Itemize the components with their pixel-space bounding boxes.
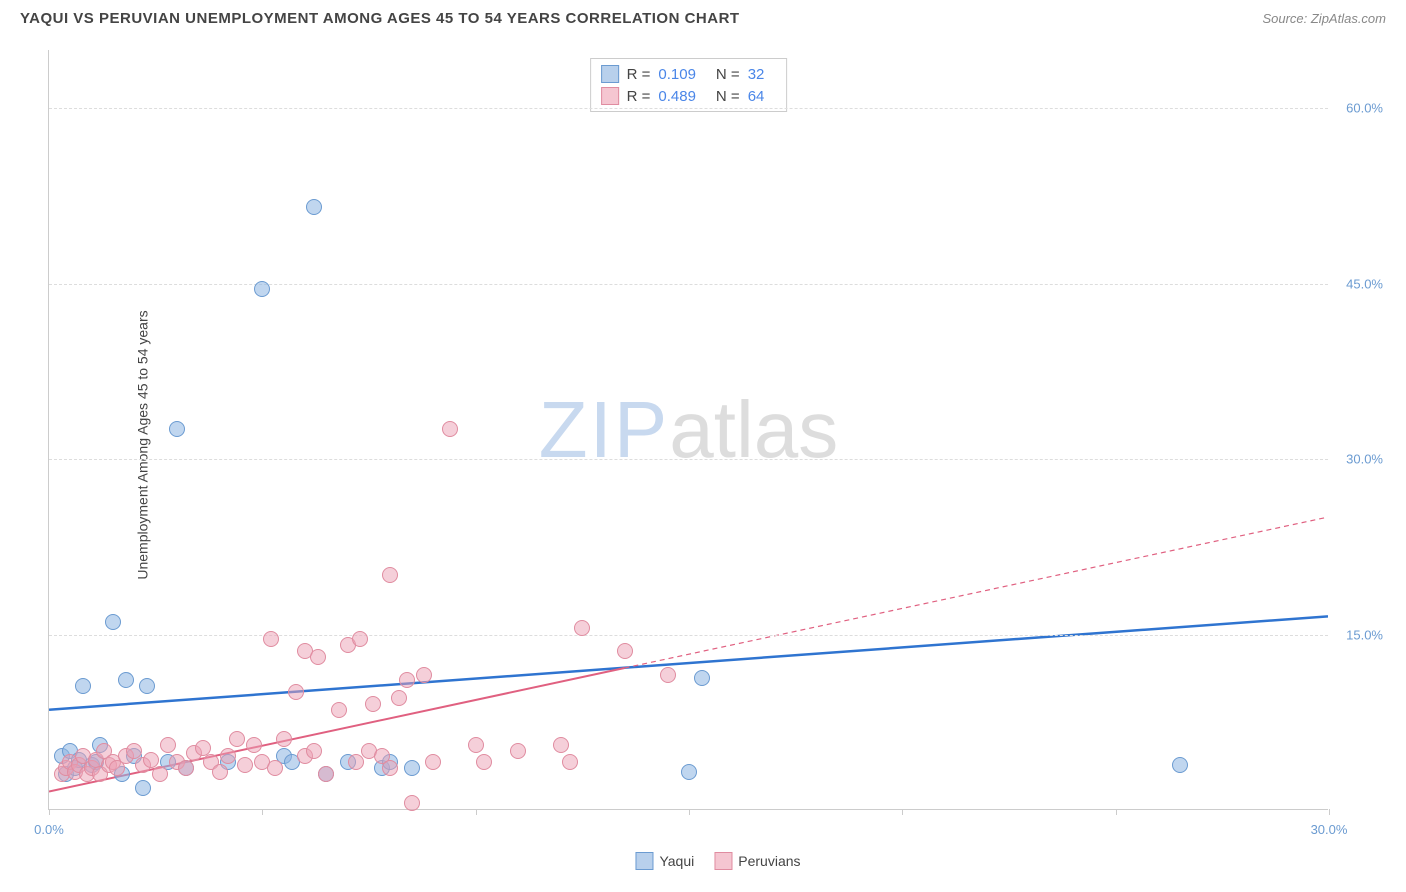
grid-line bbox=[49, 108, 1328, 109]
trend-line-solid bbox=[49, 616, 1328, 709]
scatter-point bbox=[310, 649, 326, 665]
scatter-point bbox=[318, 766, 334, 782]
scatter-point bbox=[574, 620, 590, 636]
scatter-point bbox=[476, 754, 492, 770]
legend-label: Peruvians bbox=[738, 853, 800, 869]
scatter-point bbox=[229, 731, 245, 747]
stats-legend: R = 0.109 N = 32 R = 0.489 N = 64 bbox=[590, 58, 788, 112]
scatter-point bbox=[139, 678, 155, 694]
scatter-point bbox=[288, 684, 304, 700]
scatter-point bbox=[306, 199, 322, 215]
legend-swatch bbox=[635, 852, 653, 870]
scatter-point bbox=[246, 737, 262, 753]
scatter-point bbox=[105, 614, 121, 630]
scatter-point bbox=[135, 780, 151, 796]
x-tick bbox=[476, 809, 477, 815]
scatter-point bbox=[348, 754, 364, 770]
x-tick bbox=[262, 809, 263, 815]
watermark: ZIPatlas bbox=[539, 384, 838, 476]
x-tick-label: 0.0% bbox=[34, 822, 64, 837]
scatter-point bbox=[382, 760, 398, 776]
x-tick bbox=[1116, 809, 1117, 815]
scatter-point bbox=[1172, 757, 1188, 773]
y-tick-label: 15.0% bbox=[1346, 627, 1383, 642]
series-legend: Yaqui Peruvians bbox=[635, 852, 800, 870]
scatter-point bbox=[263, 631, 279, 647]
legend-swatch bbox=[714, 852, 732, 870]
stat-n-value: 64 bbox=[748, 88, 765, 105]
chart-header: YAQUI VS PERUVIAN UNEMPLOYMENT AMONG AGE… bbox=[0, 0, 1406, 32]
y-tick-label: 60.0% bbox=[1346, 101, 1383, 116]
grid-line bbox=[49, 459, 1328, 460]
stat-r-label: R = bbox=[627, 66, 651, 83]
scatter-point bbox=[660, 667, 676, 683]
chart-source: Source: ZipAtlas.com bbox=[1262, 11, 1386, 26]
scatter-point bbox=[404, 795, 420, 811]
legend-swatch bbox=[601, 87, 619, 105]
scatter-point bbox=[220, 748, 236, 764]
x-tick-label: 30.0% bbox=[1311, 822, 1348, 837]
scatter-point bbox=[365, 696, 381, 712]
x-tick bbox=[1329, 809, 1330, 815]
stat-r-value: 0.109 bbox=[658, 66, 696, 83]
stat-r-value: 0.489 bbox=[658, 88, 696, 105]
stat-r-label: R = bbox=[627, 88, 651, 105]
scatter-point bbox=[442, 421, 458, 437]
stats-legend-row: R = 0.489 N = 64 bbox=[601, 85, 777, 107]
scatter-point bbox=[404, 760, 420, 776]
stat-n-label: N = bbox=[716, 66, 740, 83]
scatter-point bbox=[118, 672, 134, 688]
grid-line bbox=[49, 635, 1328, 636]
scatter-point bbox=[391, 690, 407, 706]
trend-line-solid bbox=[49, 668, 625, 791]
legend-swatch bbox=[601, 65, 619, 83]
scatter-point bbox=[254, 281, 270, 297]
trend-line-dashed bbox=[625, 517, 1328, 668]
scatter-point bbox=[425, 754, 441, 770]
scatter-point bbox=[178, 760, 194, 776]
scatter-point bbox=[416, 667, 432, 683]
y-tick-label: 45.0% bbox=[1346, 276, 1383, 291]
scatter-point bbox=[510, 743, 526, 759]
scatter-point bbox=[382, 567, 398, 583]
y-tick-label: 30.0% bbox=[1346, 452, 1383, 467]
x-tick bbox=[689, 809, 690, 815]
chart-container: Unemployment Among Ages 45 to 54 years Z… bbox=[48, 50, 1388, 840]
scatter-point bbox=[160, 737, 176, 753]
scatter-point bbox=[553, 737, 569, 753]
scatter-point bbox=[237, 757, 253, 773]
scatter-point bbox=[617, 643, 633, 659]
scatter-point bbox=[694, 670, 710, 686]
scatter-point bbox=[352, 631, 368, 647]
stat-n-value: 32 bbox=[748, 66, 765, 83]
scatter-point bbox=[399, 672, 415, 688]
scatter-point bbox=[169, 421, 185, 437]
scatter-point bbox=[152, 766, 168, 782]
scatter-point bbox=[681, 764, 697, 780]
x-tick bbox=[902, 809, 903, 815]
scatter-point bbox=[306, 743, 322, 759]
stat-n-label: N = bbox=[716, 88, 740, 105]
scatter-point bbox=[468, 737, 484, 753]
grid-line bbox=[49, 284, 1328, 285]
legend-item: Yaqui bbox=[635, 852, 694, 870]
stats-legend-row: R = 0.109 N = 32 bbox=[601, 63, 777, 85]
scatter-point bbox=[267, 760, 283, 776]
scatter-point bbox=[331, 702, 347, 718]
scatter-point bbox=[276, 731, 292, 747]
scatter-point bbox=[75, 678, 91, 694]
trend-lines-svg bbox=[49, 50, 1328, 809]
legend-label: Yaqui bbox=[659, 853, 694, 869]
plot-area: ZIPatlas R =0.109N =32R =0.489N =64 15.0… bbox=[48, 50, 1328, 810]
x-tick bbox=[49, 809, 50, 815]
chart-title: YAQUI VS PERUVIAN UNEMPLOYMENT AMONG AGE… bbox=[20, 10, 740, 27]
legend-item: Peruvians bbox=[714, 852, 800, 870]
scatter-point bbox=[212, 764, 228, 780]
scatter-point bbox=[562, 754, 578, 770]
